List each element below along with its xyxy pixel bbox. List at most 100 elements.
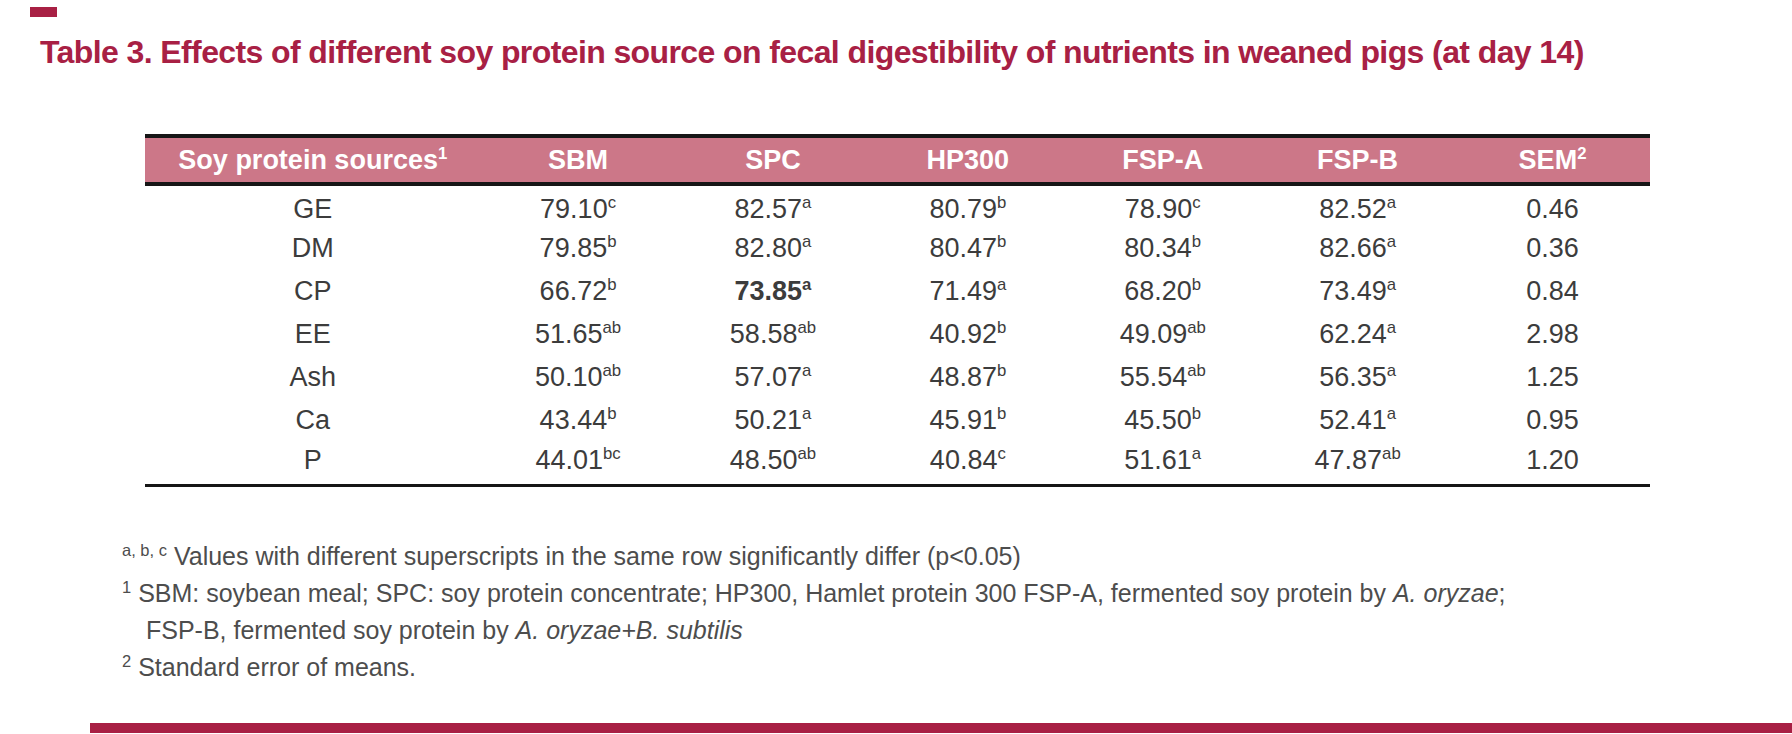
cell-value: 80.79 bbox=[929, 194, 997, 224]
footnote-superscript: a, b, c bbox=[122, 541, 167, 559]
cell-value: 82.52 bbox=[1319, 194, 1387, 224]
significance-superscript: a bbox=[997, 275, 1006, 294]
column-header-spc: SPC bbox=[676, 136, 871, 184]
table-cell: 52.41a bbox=[1260, 399, 1455, 442]
footnote-superscript: 1 bbox=[122, 578, 131, 596]
footnote-significance: a, b, c Values with different superscrip… bbox=[122, 538, 1506, 575]
footnote-superscript: 2 bbox=[122, 652, 131, 670]
footnote-text-tail: ; bbox=[1499, 579, 1506, 607]
table-row-ash: Ash 50.10ab 57.07a 48.87b 55.54ab 56.35a… bbox=[145, 356, 1650, 399]
cell-value: 73.85 bbox=[735, 276, 803, 306]
cell-value: 43.44 bbox=[540, 405, 608, 435]
footnote-sem: 2 Standard error of means. bbox=[122, 649, 1506, 686]
cell-value: 55.54 bbox=[1120, 362, 1188, 392]
cell-value: 56.35 bbox=[1319, 362, 1387, 392]
table-cell: 71.49a bbox=[870, 270, 1065, 313]
column-header-sbm: SBM bbox=[481, 136, 676, 184]
footnote-text: FSP-B, fermented soy protein by bbox=[146, 616, 516, 644]
cell-value: 40.92 bbox=[929, 319, 997, 349]
cell-value: 79.85 bbox=[540, 233, 608, 263]
table-row-ca: Ca 43.44b 50.21a 45.91b 45.50b 52.41a 0.… bbox=[145, 399, 1650, 442]
footnote-text: Values with different superscripts in th… bbox=[174, 542, 1021, 570]
significance-superscript: b bbox=[1192, 232, 1201, 251]
significance-superscript: ab bbox=[797, 318, 816, 337]
table-cell-sem: 0.84 bbox=[1455, 270, 1650, 313]
significance-superscript: b bbox=[1192, 404, 1201, 423]
table-cell: 55.54ab bbox=[1065, 356, 1260, 399]
table-cell-sem: 0.46 bbox=[1455, 184, 1650, 227]
table-header-row: Soy protein sources1 SBM SPC HP300 FSP-A… bbox=[145, 136, 1650, 184]
table-cell-sem: 2.98 bbox=[1455, 313, 1650, 356]
significance-superscript: a bbox=[1387, 404, 1396, 423]
table-cell: 43.44b bbox=[481, 399, 676, 442]
table-cell: 51.65ab bbox=[481, 313, 676, 356]
cell-value: 66.72 bbox=[540, 276, 608, 306]
significance-superscript: ab bbox=[1187, 361, 1206, 380]
significance-superscript: bc bbox=[603, 444, 621, 463]
table-cell: 79.85b bbox=[481, 227, 676, 270]
column-header-label: SPC bbox=[745, 145, 801, 175]
footnotes: a, b, c Values with different superscrip… bbox=[122, 538, 1506, 686]
table-cell-sem: 1.25 bbox=[1455, 356, 1650, 399]
table-cell: 58.58ab bbox=[676, 313, 871, 356]
significance-superscript: c bbox=[608, 193, 616, 212]
footnote-abbreviations: 1 SBM: soybean meal; SPC: soy protein co… bbox=[122, 575, 1506, 612]
table-cell: 44.01bc bbox=[481, 442, 676, 485]
table-title: Table 3. Effects of different soy protei… bbox=[40, 34, 1584, 71]
column-header-hp300: HP300 bbox=[870, 136, 1065, 184]
cell-value: 73.49 bbox=[1319, 276, 1387, 306]
cell-value: 80.34 bbox=[1124, 233, 1192, 263]
digestibility-table: Soy protein sources1 SBM SPC HP300 FSP-A… bbox=[145, 134, 1650, 487]
table-cell: 80.79b bbox=[870, 184, 1065, 227]
cell-value: 80.47 bbox=[929, 233, 997, 263]
cell-value: 45.91 bbox=[929, 405, 997, 435]
table-cell: 47.87ab bbox=[1260, 442, 1455, 485]
table-cell: 73.49a bbox=[1260, 270, 1455, 313]
cell-value: 48.87 bbox=[929, 362, 997, 392]
significance-superscript: b bbox=[607, 232, 616, 251]
cell-value: 52.41 bbox=[1319, 405, 1387, 435]
table-cell: 50.10ab bbox=[481, 356, 676, 399]
significance-superscript: b bbox=[997, 193, 1006, 212]
table-cell: 51.61a bbox=[1065, 442, 1260, 485]
footnote-text: SBM: soybean meal; SPC: soy protein conc… bbox=[138, 579, 1393, 607]
cell-value: 78.90 bbox=[1125, 194, 1193, 224]
significance-superscript: ab bbox=[603, 318, 622, 337]
cell-value: 62.24 bbox=[1319, 319, 1387, 349]
significance-superscript: a bbox=[802, 232, 811, 251]
table-cell: 45.50b bbox=[1065, 399, 1260, 442]
table-cell: 80.34b bbox=[1065, 227, 1260, 270]
footnote-text: Standard error of means. bbox=[138, 653, 416, 681]
significance-superscript: ab bbox=[797, 444, 816, 463]
column-header-label: Soy protein sources bbox=[178, 145, 438, 175]
cell-value: 40.84 bbox=[930, 445, 998, 475]
footnote-italic-species: A. oryzae+B. subtilis bbox=[516, 616, 743, 644]
table-cell: 48.50ab bbox=[676, 442, 871, 485]
cell-value: 68.20 bbox=[1124, 276, 1192, 306]
footnote-abbreviations-continued: FSP-B, fermented soy protein by A. oryza… bbox=[122, 612, 1506, 649]
significance-superscript: a bbox=[802, 275, 811, 294]
cell-value: 47.87 bbox=[1315, 445, 1383, 475]
significance-superscript: ab bbox=[1382, 444, 1401, 463]
table-cell: 45.91b bbox=[870, 399, 1065, 442]
column-header-fsp-b: FSP-B bbox=[1260, 136, 1455, 184]
footnote-italic-species: A. oryzae bbox=[1393, 579, 1499, 607]
cell-value: 82.80 bbox=[735, 233, 803, 263]
cell-value: 51.65 bbox=[535, 319, 603, 349]
table-row-dm: DM 79.85b 82.80a 80.47b 80.34b 82.66a 0.… bbox=[145, 227, 1650, 270]
table-cell: 82.66a bbox=[1260, 227, 1455, 270]
table-cell: 82.57a bbox=[676, 184, 871, 227]
significance-superscript: b bbox=[607, 275, 616, 294]
table-cell: 82.80a bbox=[676, 227, 871, 270]
table-cell: 48.87b bbox=[870, 356, 1065, 399]
column-header-superscript: 1 bbox=[438, 144, 447, 163]
cell-value: 49.09 bbox=[1120, 319, 1188, 349]
cell-value: 44.01 bbox=[535, 445, 603, 475]
cell-value: 50.10 bbox=[535, 362, 603, 392]
significance-superscript: a bbox=[1192, 444, 1201, 463]
column-header-sem: SEM2 bbox=[1455, 136, 1650, 184]
table-cell: 66.72b bbox=[481, 270, 676, 313]
significance-superscript: a bbox=[802, 193, 811, 212]
table-cell: 68.20b bbox=[1065, 270, 1260, 313]
row-label: EE bbox=[145, 313, 481, 356]
